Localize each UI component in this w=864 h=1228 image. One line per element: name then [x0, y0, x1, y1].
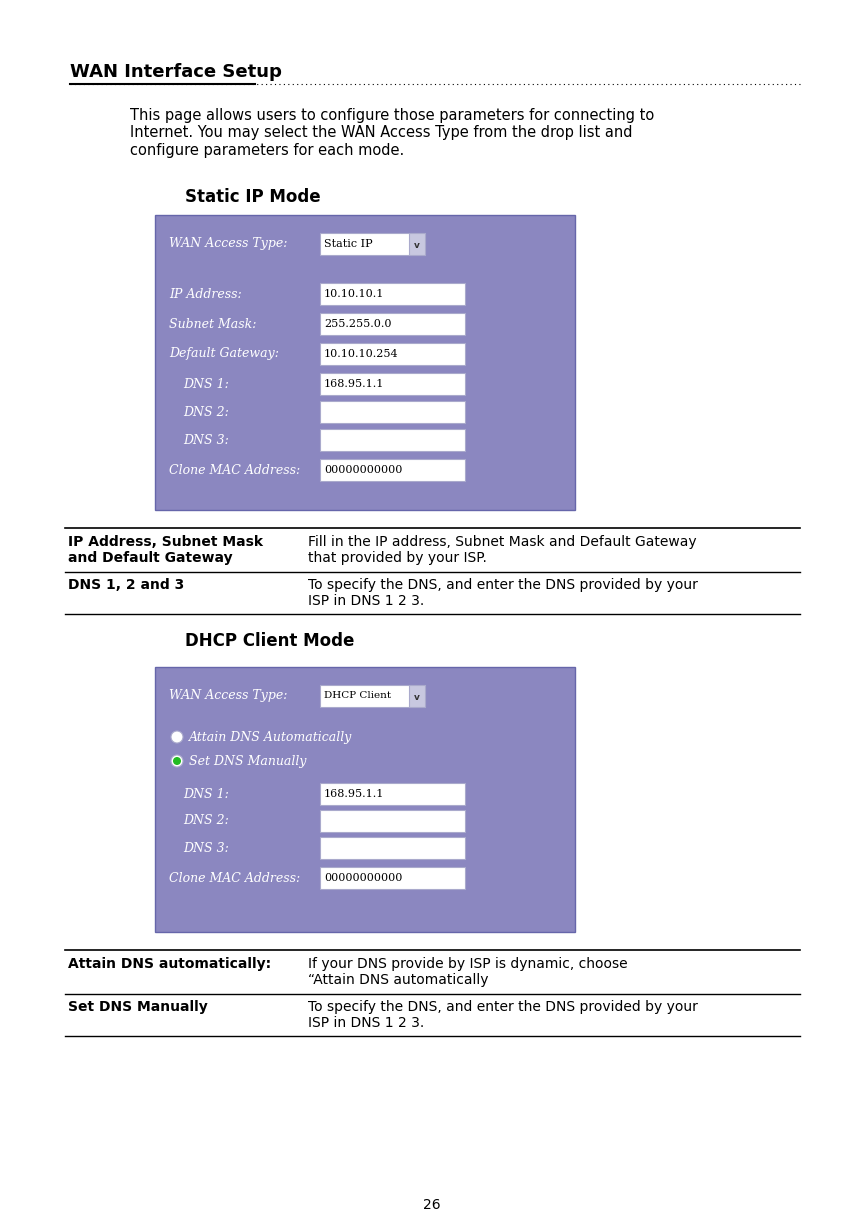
Bar [320, 810, 465, 833]
Text: DHCP Client Mode: DHCP Client Mode [185, 632, 354, 650]
Bar [320, 373, 465, 395]
Text: Attain DNS Automatically: Attain DNS Automatically [189, 731, 353, 743]
Circle shape [171, 755, 183, 768]
Text: DNS 2:: DNS 2: [183, 405, 229, 419]
Text: If your DNS provide by ISP is dynamic, choose: If your DNS provide by ISP is dynamic, c… [308, 957, 627, 971]
Text: DNS 1:: DNS 1: [183, 377, 229, 391]
Text: IP Address:: IP Address: [169, 287, 242, 301]
Text: DNS 1:: DNS 1: [183, 787, 229, 801]
Text: This page allows users to configure those parameters for connecting to
Internet.: This page allows users to configure thos… [130, 108, 654, 158]
Circle shape [174, 758, 181, 764]
Text: DNS 2:: DNS 2: [183, 814, 229, 828]
Bar [155, 215, 575, 510]
Text: ISP in DNS 1 2 3.: ISP in DNS 1 2 3. [308, 594, 424, 608]
Text: 255.255.0.0: 255.255.0.0 [324, 319, 391, 329]
Bar [320, 233, 425, 255]
Text: that provided by your ISP.: that provided by your ISP. [308, 551, 487, 565]
Bar [320, 837, 465, 860]
Text: DNS 3:: DNS 3: [183, 433, 229, 447]
Text: IP Address, Subnet Mask: IP Address, Subnet Mask [68, 535, 263, 549]
Text: WAN Access Type:: WAN Access Type: [169, 237, 288, 251]
Text: Set DNS Manually: Set DNS Manually [68, 1000, 207, 1014]
Bar [320, 313, 465, 335]
Text: Subnet Mask:: Subnet Mask: [169, 318, 257, 330]
Bar [320, 685, 425, 707]
Bar [409, 685, 425, 707]
Bar [320, 429, 465, 451]
Text: WAN Access Type:: WAN Access Type: [169, 689, 288, 702]
Bar [320, 402, 465, 422]
Text: DNS 1, 2 and 3: DNS 1, 2 and 3 [68, 578, 184, 592]
Text: 10.10.10.254: 10.10.10.254 [324, 349, 398, 359]
Bar [320, 867, 465, 889]
Bar [320, 783, 465, 806]
Text: 26: 26 [423, 1199, 441, 1212]
Bar [409, 233, 425, 255]
Bar [155, 667, 575, 932]
Text: 168.95.1.1: 168.95.1.1 [324, 790, 384, 799]
Text: To specify the DNS, and enter the DNS provided by your: To specify the DNS, and enter the DNS pr… [308, 1000, 698, 1014]
Text: WAN Interface Setup: WAN Interface Setup [70, 63, 282, 81]
Text: 168.95.1.1: 168.95.1.1 [324, 379, 384, 389]
Text: 00000000000: 00000000000 [324, 465, 403, 475]
Text: Clone MAC Address:: Clone MAC Address: [169, 463, 301, 476]
Text: To specify the DNS, and enter the DNS provided by your: To specify the DNS, and enter the DNS pr… [308, 578, 698, 592]
Text: ISP in DNS 1 2 3.: ISP in DNS 1 2 3. [308, 1016, 424, 1030]
Text: Default Gateway:: Default Gateway: [169, 348, 279, 361]
Bar [320, 459, 465, 481]
Text: Clone MAC Address:: Clone MAC Address: [169, 872, 301, 884]
Circle shape [171, 731, 183, 743]
Text: DHCP Client: DHCP Client [324, 691, 391, 700]
Text: Attain DNS automatically:: Attain DNS automatically: [68, 957, 271, 971]
Text: Fill in the IP address, Subnet Mask and Default Gateway: Fill in the IP address, Subnet Mask and … [308, 535, 696, 549]
Text: 10.10.10.1: 10.10.10.1 [324, 289, 384, 298]
Bar [320, 343, 465, 365]
Text: v: v [414, 693, 420, 701]
Text: Set DNS Manually: Set DNS Manually [189, 754, 307, 768]
Text: DNS 3:: DNS 3: [183, 841, 229, 855]
Text: v: v [414, 241, 420, 249]
Text: “Attain DNS automatically: “Attain DNS automatically [308, 973, 488, 987]
Text: Static IP Mode: Static IP Mode [185, 188, 321, 206]
Bar [320, 282, 465, 305]
Text: 00000000000: 00000000000 [324, 873, 403, 883]
Text: Static IP: Static IP [324, 239, 372, 249]
Text: and Default Gateway: and Default Gateway [68, 551, 232, 565]
